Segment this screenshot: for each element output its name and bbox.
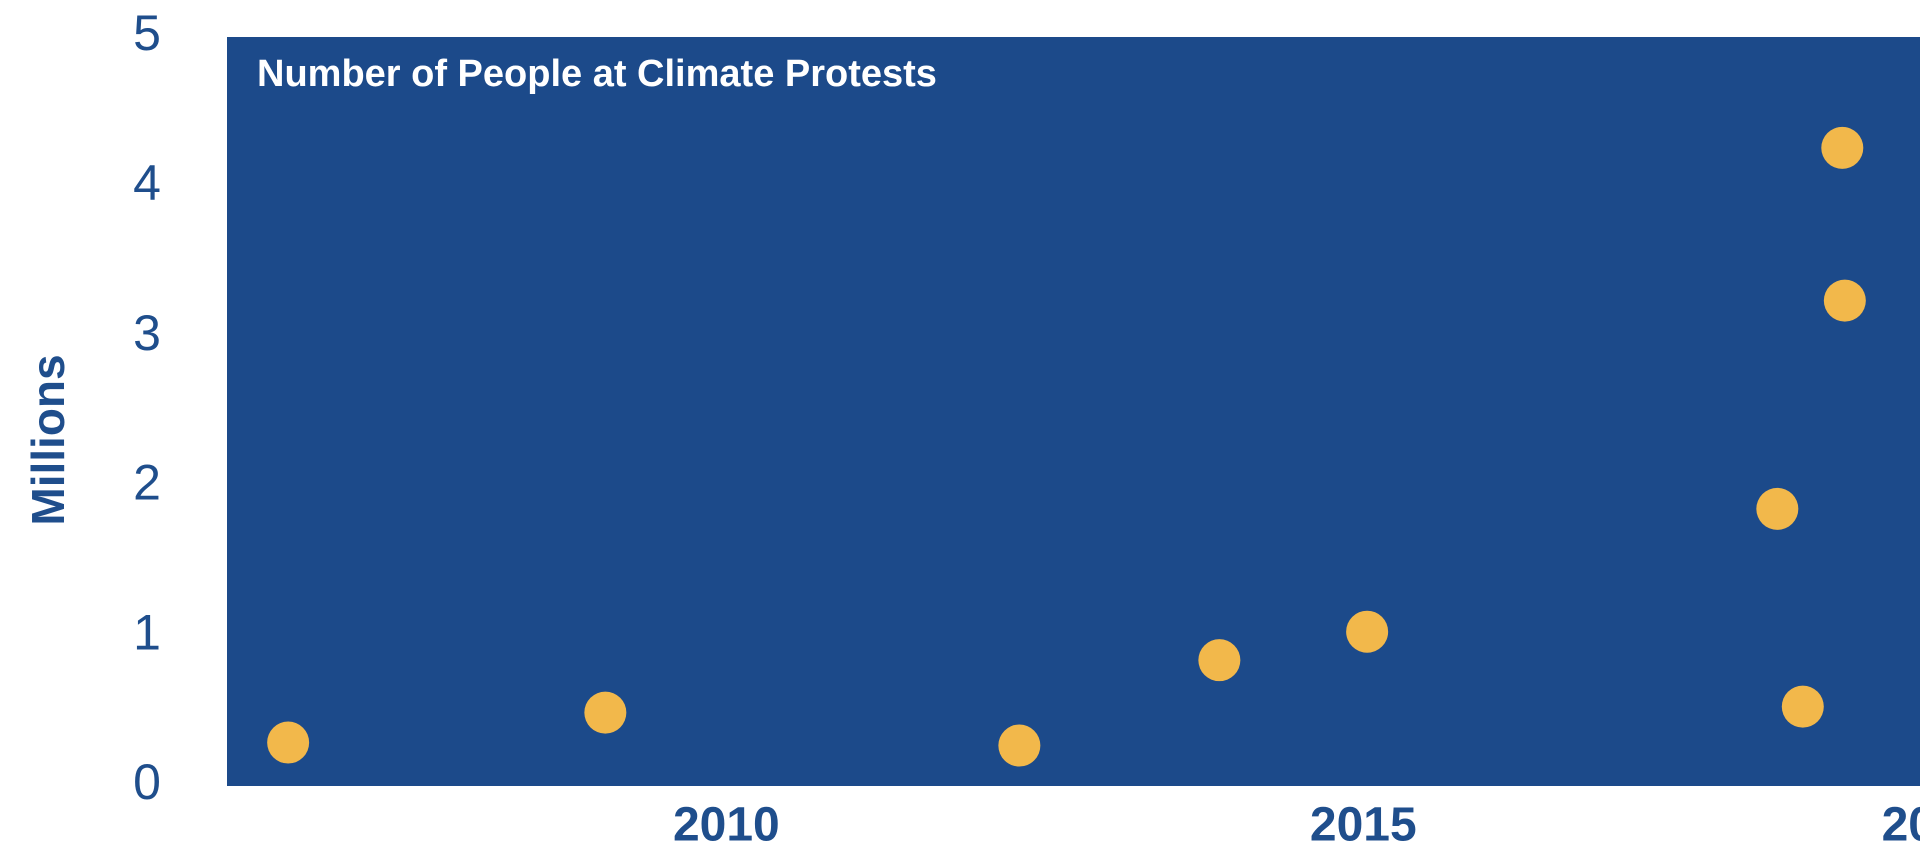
x-tick-label: 2010 (673, 799, 780, 851)
chart-title: Number of People at Climate Protests (257, 53, 937, 95)
y-axis-label: Millions (22, 354, 74, 525)
data-point (998, 724, 1041, 767)
data-point (267, 721, 310, 764)
data-point (1781, 685, 1824, 728)
data-point (1198, 639, 1241, 682)
data-point (1823, 279, 1866, 322)
data-point (1346, 610, 1389, 653)
plot-area (227, 37, 1920, 786)
y-tick-label: 3 (133, 305, 161, 361)
x-tick-label: 2020 (1882, 799, 1920, 851)
x-tick-label: 2015 (1310, 799, 1417, 851)
y-tick-label: 2 (133, 455, 161, 511)
data-point (584, 691, 627, 734)
y-tick-label: 1 (133, 604, 161, 660)
y-tick-label: 5 (133, 5, 161, 61)
data-point (1756, 487, 1799, 530)
y-tick-label: 4 (133, 155, 161, 211)
y-tick-label: 0 (133, 754, 161, 810)
data-point (1821, 126, 1864, 169)
